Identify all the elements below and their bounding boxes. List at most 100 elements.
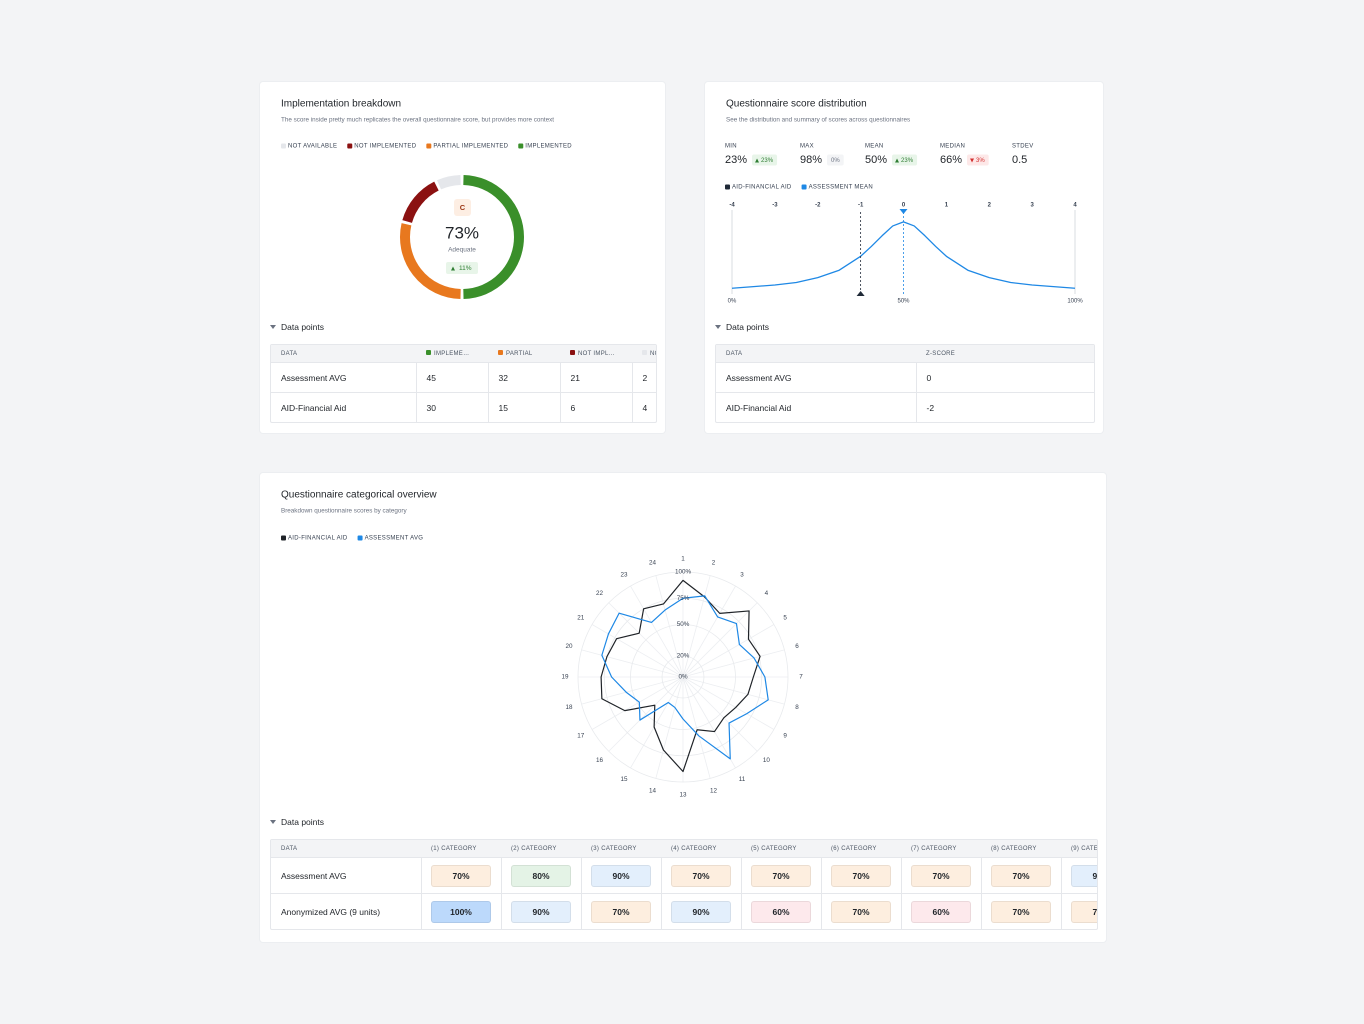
score-pill: 70%: [431, 864, 491, 887]
distribution-chart: Questionnaire score distribution See the …: [725, 99, 1083, 305]
score-cell: 70%: [820, 857, 901, 894]
up-arrow: [451, 266, 455, 271]
score-cell: 90%: [660, 893, 741, 929]
radar-grid-circle: [630, 624, 736, 730]
legend-swatch: [281, 535, 286, 541]
score-pill: 70%: [751, 864, 811, 887]
category-label: 22: [596, 590, 604, 597]
category-label: 7: [799, 674, 803, 681]
score-cell: 60%: [900, 893, 981, 929]
row-label: Anonymized AVG (9 units): [271, 893, 421, 929]
radial-tick-label: 50%: [677, 621, 690, 628]
legend-label: NOT AVAILABLE: [288, 144, 337, 150]
score-pill: 70%: [831, 864, 891, 887]
column-header: DATA: [716, 345, 916, 363]
rating: Adequate: [448, 247, 476, 254]
score-cell: 90%: [580, 857, 661, 894]
score-cell: 100%: [420, 893, 501, 929]
stat-badge: [892, 154, 918, 166]
score-pill: 60%: [911, 900, 971, 923]
column-label: (5) CATEGORY: [751, 845, 797, 852]
category-label: 12: [710, 788, 718, 795]
column-label: PARTIAL: [506, 351, 533, 357]
category-label: 4: [765, 590, 769, 597]
column-swatch: [570, 350, 575, 355]
category-label: 6: [795, 643, 799, 650]
table-row: Anonymized AVG (9 units) 100% 90% 70% 90% 60%…: [271, 893, 1097, 929]
score-cell: 90%: [500, 893, 581, 929]
column-header: NOT AVAI…: [632, 345, 656, 363]
donut-segment: [400, 223, 461, 299]
score-cell: 60%: [740, 893, 821, 929]
score-cell: 80%: [500, 857, 581, 894]
table-cell: 32: [487, 362, 560, 393]
grade: C: [460, 203, 466, 212]
score-pill: 90%: [511, 900, 571, 923]
data-table: DATA IMPLEME… PARTIAL NOT IMPL… NOT AVAI… Ass…: [271, 345, 656, 422]
radial-tick-label: 75%: [677, 595, 690, 602]
legend-label: PARTIAL IMPLEMENTED: [433, 144, 508, 150]
change-badge: [446, 262, 478, 274]
card-title: Implementation breakdown: [281, 99, 401, 110]
distribution-curve: [731, 221, 1076, 289]
score-cell: 70%: [580, 893, 661, 929]
x-tick-label: -4: [729, 203, 735, 209]
table-row: AID-Financial Aid -2: [716, 392, 1094, 422]
column-label: (2) CATEGORY: [511, 845, 557, 852]
score-pill: 70%: [671, 864, 731, 887]
column-header: DATA: [271, 345, 416, 363]
up-arrow: [895, 158, 900, 163]
marker-pointer: [856, 291, 865, 296]
column-label: DATA: [281, 845, 298, 852]
column-label: NOT AVAI…: [650, 351, 656, 357]
score-pill: 90%: [671, 900, 731, 923]
donut-segment: [463, 175, 524, 299]
column-label: (6) CATEGORY: [831, 845, 877, 852]
table-row: Assessment AVG 45 32 21 2: [271, 362, 656, 393]
card-title: Questionnaire score distribution: [726, 99, 867, 110]
donut-segment: [402, 181, 439, 224]
score-pill: 70%: [831, 900, 891, 923]
column-label: (8) CATEGORY: [991, 845, 1037, 852]
column-header: (8) CATEGORY: [981, 840, 1061, 858]
column-header: (3) CATEGORY: [581, 840, 661, 858]
column-label: (4) CATEGORY: [671, 845, 717, 852]
stat-label: MAX: [800, 144, 814, 150]
column-label: NOT IMPL…: [578, 351, 615, 357]
x-tick-label: -3: [772, 203, 778, 209]
column-label: Z-SCORE: [926, 350, 956, 357]
radar-series: [600, 579, 761, 773]
column-header: (2) CATEGORY: [501, 840, 581, 858]
percent-tick-label: 50%: [897, 299, 910, 305]
radial-tick-label: 0%: [678, 674, 688, 681]
legend-label: ASSESSMENT MEAN: [809, 185, 873, 191]
stat-label: STDEV: [1012, 144, 1034, 150]
score-cell: 70%: [900, 857, 981, 894]
category-label: 3: [740, 571, 744, 578]
table-cell: 30: [415, 392, 488, 422]
row-label: Assessment AVG: [716, 362, 916, 393]
column-header: (9) CATEGORY: [1061, 840, 1097, 858]
score-pill: 70%: [991, 864, 1051, 887]
stat-change: 23%: [761, 158, 774, 164]
score-pill: 90%: [591, 864, 651, 887]
distribution-card: Questionnaire score distribution See the …: [705, 82, 1103, 433]
score-cell: 70%: [980, 857, 1061, 894]
category-label: 18: [566, 704, 574, 711]
column-header: IMPLEME…: [416, 345, 488, 363]
stat-change: 0%: [831, 158, 840, 164]
marker-pointer: [899, 209, 908, 214]
category-label: 19: [561, 674, 569, 681]
column-header: (5) CATEGORY: [741, 840, 821, 858]
stat-value: 50%: [865, 154, 887, 166]
score-cell: 70%: [660, 857, 741, 894]
table-cell: 15: [487, 392, 560, 422]
stat-label: MIN: [725, 144, 737, 150]
legend-swatch: [357, 535, 363, 541]
table-row: Assessment AVG 0: [716, 362, 1094, 393]
column-swatch: [642, 350, 647, 355]
category-label: 23: [620, 571, 628, 578]
legend-swatch: [281, 143, 286, 149]
table-cell: 6: [559, 392, 632, 422]
category-label: 14: [649, 788, 657, 795]
